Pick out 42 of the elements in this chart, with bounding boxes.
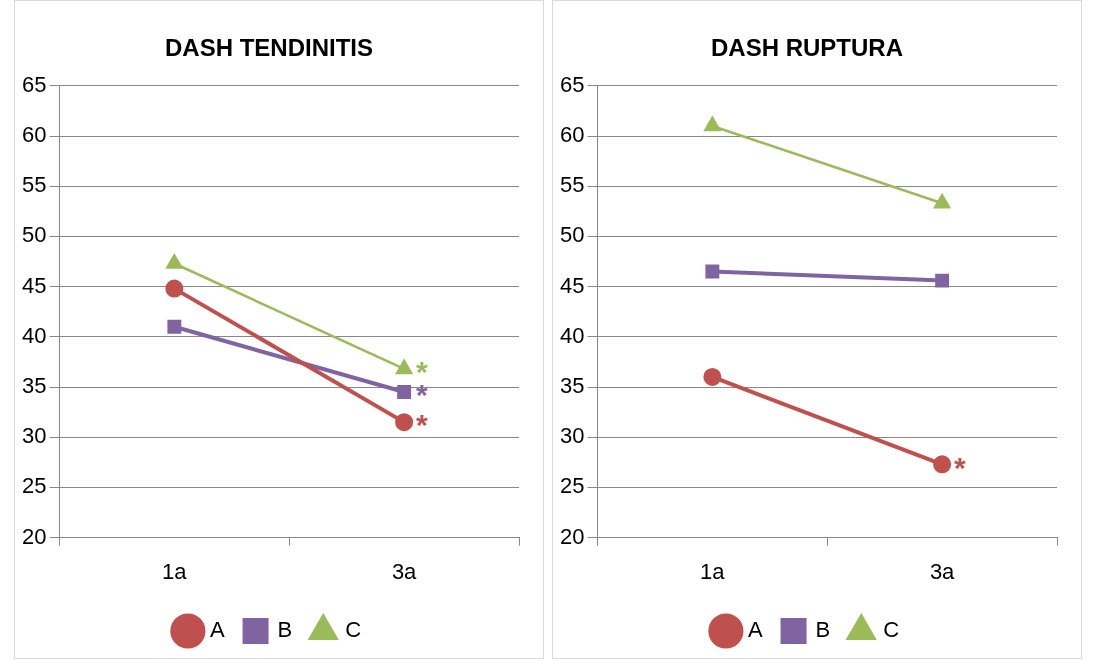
y-tick-label: 30 bbox=[559, 423, 585, 449]
y-tick-label: 25 bbox=[21, 473, 47, 499]
point bbox=[167, 319, 182, 334]
y-tick-label: 65 bbox=[21, 71, 47, 97]
y-tick-label: 60 bbox=[21, 122, 47, 148]
y-tick-label: 40 bbox=[559, 322, 585, 348]
y-tick-label: 60 bbox=[559, 122, 585, 148]
legend-label: C bbox=[345, 617, 362, 643]
x-tick-label: 3a bbox=[929, 558, 956, 584]
y-tick-label: 65 bbox=[559, 71, 585, 97]
annotation: * bbox=[416, 408, 429, 442]
point bbox=[397, 385, 412, 399]
y-tick-label: 20 bbox=[21, 523, 47, 549]
y-tick-label: 45 bbox=[559, 272, 585, 298]
y-tick-label: 55 bbox=[559, 172, 585, 198]
legend-label: B bbox=[815, 617, 831, 643]
legend-label: B bbox=[277, 617, 293, 643]
y-tick-label: 35 bbox=[559, 373, 585, 399]
y-tick-label: 50 bbox=[559, 222, 585, 248]
x-tick-label: 1a bbox=[162, 558, 188, 584]
y-tick-label: 45 bbox=[21, 272, 47, 298]
y-tick-label: 40 bbox=[21, 322, 47, 348]
y-tick-label: 30 bbox=[21, 423, 47, 449]
point bbox=[395, 413, 414, 432]
y-tick-label: 25 bbox=[559, 473, 585, 499]
x-tick-label: 3a bbox=[391, 558, 418, 584]
legend-label: A bbox=[747, 617, 763, 643]
y-tick-label: 20 bbox=[559, 523, 585, 549]
point bbox=[703, 367, 722, 386]
legend-label: C bbox=[883, 617, 900, 643]
point bbox=[165, 279, 184, 298]
point bbox=[935, 273, 950, 288]
chart-title: DASH RUPTURA bbox=[711, 34, 903, 62]
y-tick-label: 50 bbox=[21, 222, 47, 248]
annotation: * bbox=[954, 450, 967, 484]
point bbox=[933, 455, 952, 474]
legend-label: A bbox=[209, 617, 225, 643]
point bbox=[705, 264, 720, 279]
y-tick-label: 35 bbox=[21, 373, 47, 399]
y-tick-label: 55 bbox=[21, 172, 47, 198]
x-tick-label: 1a bbox=[700, 558, 726, 584]
chart-title: DASH TENDINITIS bbox=[164, 34, 374, 62]
